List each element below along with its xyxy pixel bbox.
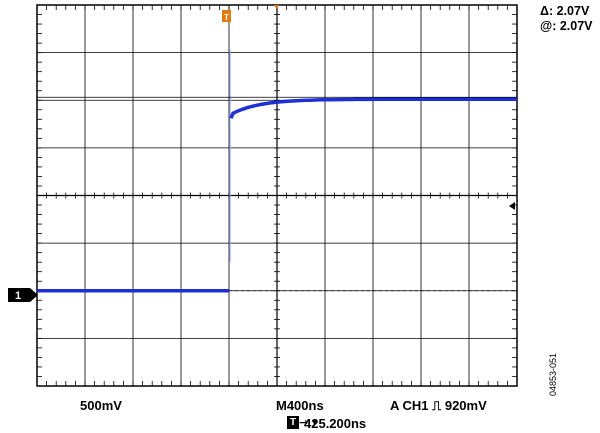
trigger-position-icon: T [287, 416, 299, 429]
timebase-center-marker-icon [274, 5, 279, 9]
trigger-position-marker-icon[interactable]: T [222, 10, 231, 22]
svg-text:T: T [224, 13, 229, 22]
channel-1-ground-marker-icon[interactable]: 1 [8, 288, 38, 302]
figure-id: 04853-051 [548, 352, 558, 396]
channel-1-waveform [37, 50, 518, 293]
graticule-ticks [36, 4, 518, 387]
volts-per-division[interactable]: 500mV [80, 398, 122, 413]
trigger-status[interactable]: A CH1 ⎍ 920mV [390, 398, 487, 413]
channel-marker-label: 1 [15, 290, 21, 302]
cursor-at-readout: @: 2.07V [540, 19, 593, 33]
waveform-high-segment [229, 97, 518, 119]
cursor-delta-readout: Δ: 2.07V [540, 4, 590, 18]
trigger-position-arrow-icon: → ▾ [299, 416, 318, 429]
time-per-division[interactable]: M400ns [276, 398, 324, 413]
trigger-position-readout[interactable]: 425.200ns [304, 416, 367, 431]
trigger-level-arrow-icon[interactable] [509, 202, 515, 210]
